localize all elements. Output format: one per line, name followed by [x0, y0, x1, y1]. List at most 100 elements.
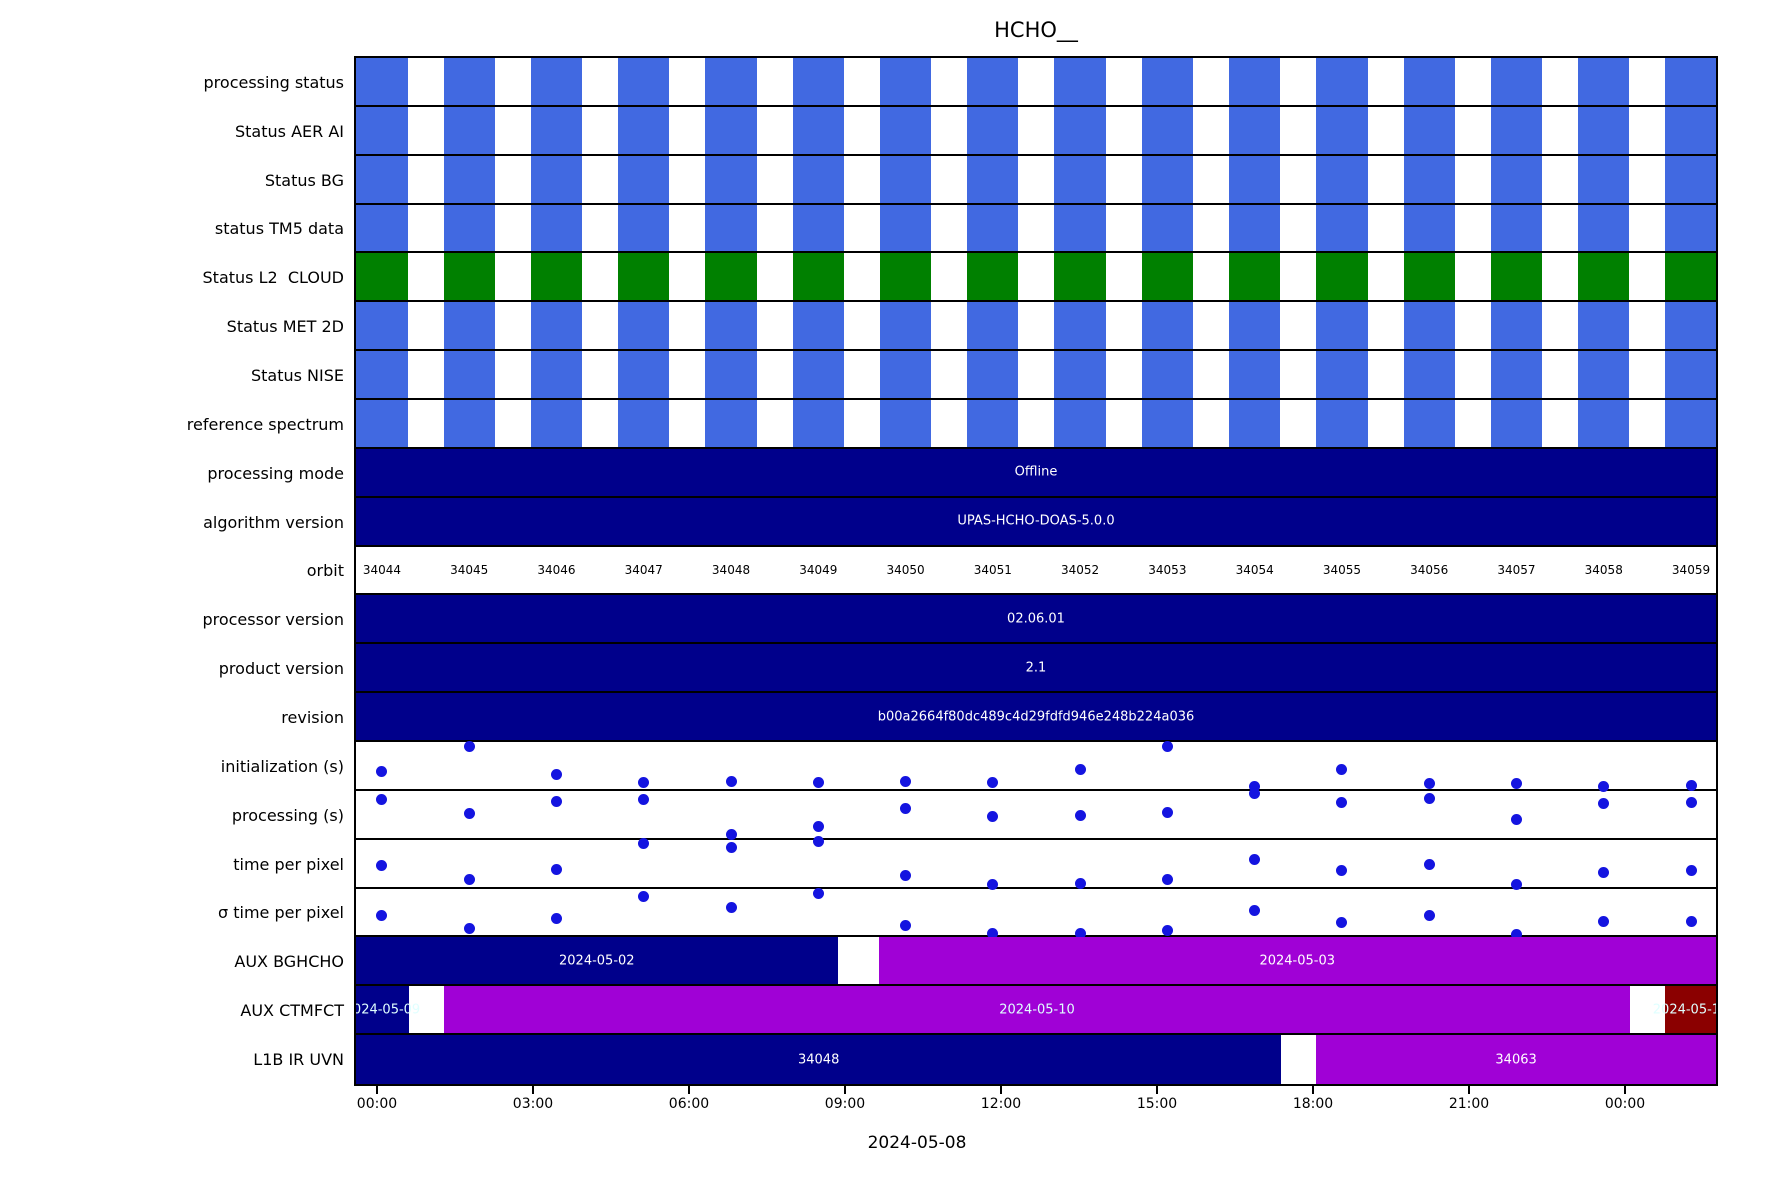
scatter-dot-time-per-pixel-orbit-5 — [812, 888, 824, 900]
x-tick-7 — [1468, 1086, 1470, 1094]
scatter-dot-time-per-pixel-orbit-13 — [1510, 878, 1522, 890]
x-tick-label-6: 18:00 — [1292, 1096, 1334, 1112]
status-bar-orbit-0 — [356, 155, 408, 203]
orbit-number-34055: 34055 — [1322, 562, 1362, 577]
scatter-dot-processing-s-orbit-0 — [376, 794, 388, 806]
scatter-dot-time-per-pixel-orbit-7 — [987, 927, 999, 939]
x-tick-label-3: 09:00 — [824, 1096, 866, 1112]
x-tick-0 — [375, 1086, 378, 1094]
row-label-processing-s: processing (s) — [231, 805, 344, 825]
scatter-dot-initialization-s-orbit-0 — [376, 765, 388, 777]
x-tick-label-8: 00:00 — [1604, 1096, 1646, 1112]
status-bar-orbit-3 — [618, 253, 670, 301]
status-bar-orbit-6 — [879, 58, 932, 105]
row-processor-version: 02.06.01 — [356, 595, 1716, 645]
status-bar-orbit-11 — [1316, 302, 1368, 350]
scatter-dot-initialization-s-orbit-8 — [1074, 764, 1086, 776]
row-aux-bghcho: 2024-05-02 2024-05-03 — [356, 937, 1716, 987]
status-bar-orbit-0 — [356, 58, 408, 105]
status-bar-orbit-1 — [443, 58, 495, 105]
status-bar-orbit-3 — [618, 204, 670, 252]
status-bar-orbit-14 — [1578, 106, 1630, 154]
status-bar-orbit-3 — [618, 351, 670, 398]
status-bar-orbit-1 — [443, 253, 495, 301]
status-bar-orbit-10 — [1229, 204, 1281, 252]
aux-ctmfct-segment-label-0: 2024-05-09 — [356, 1002, 421, 1018]
status-bar-orbit-9 — [1141, 106, 1194, 154]
processor-version-bar — [356, 595, 1716, 643]
scatter-dot-time-per-pixel-orbit-8 — [1074, 877, 1086, 889]
row-label-processor-version: processor version — [202, 610, 344, 630]
row-time-per-pixel — [356, 888, 1716, 940]
status-bar-orbit-2 — [530, 58, 583, 105]
scatter-dot-time-per-pixel-orbit-6 — [900, 869, 912, 881]
status-bar-orbit-11 — [1316, 400, 1368, 447]
status-bar-orbit-2 — [530, 204, 583, 252]
scatter-dot-initialization-s-orbit-12 — [1423, 777, 1435, 789]
scatter-dot-time-per-pixel-orbit-0 — [376, 860, 388, 872]
row-label-status-bg: Status BG — [264, 170, 344, 190]
status-bar-orbit-13 — [1490, 155, 1543, 203]
status-bar-orbit-15 — [1665, 400, 1716, 447]
scatter-dot-time-per-pixel-orbit-1 — [463, 874, 475, 886]
orbit-number-34046: 34046 — [537, 562, 576, 577]
status-bar-orbit-5 — [792, 400, 844, 447]
status-bar-orbit-0 — [356, 106, 408, 154]
row-label-status-aer-ai: Status AER AI — [235, 121, 344, 141]
status-bar-orbit-5 — [792, 106, 844, 154]
row-initialization-s — [356, 741, 1716, 793]
orbit-number-34053: 34053 — [1148, 562, 1187, 577]
x-tick-8 — [1624, 1086, 1626, 1094]
product-version-value: 2.1 — [1025, 660, 1047, 676]
row-label-reference-spectrum: reference spectrum — [186, 414, 344, 434]
processing-mode-bar — [356, 448, 1716, 496]
status-bar-orbit-7 — [967, 351, 1019, 398]
scatter-dot-processing-s-orbit-6 — [900, 803, 912, 815]
status-bar-orbit-2 — [530, 302, 583, 350]
status-bar-orbit-4 — [705, 58, 757, 105]
l1b-ir-uvn-segment-0 — [356, 1035, 1282, 1084]
status-bar-orbit-3 — [618, 155, 670, 203]
x-tick-label-4: 12:00 — [980, 1096, 1022, 1112]
x-tick-label-5: 15:00 — [1136, 1096, 1178, 1112]
scatter-dot-time-per-pixel-orbit-0 — [376, 910, 388, 922]
status-bar-orbit-6 — [879, 155, 932, 203]
status-bar-orbit-4 — [705, 400, 757, 447]
status-bar-orbit-10 — [1229, 302, 1281, 350]
status-bar-orbit-0 — [356, 302, 408, 350]
orbit-number-34052: 34052 — [1061, 562, 1100, 577]
row-status-l2-cloud — [356, 253, 1716, 303]
status-bar-orbit-12 — [1403, 106, 1455, 154]
row-label-status-nise: Status NISE — [250, 366, 344, 386]
scatter-dot-time-per-pixel-orbit-10 — [1249, 905, 1261, 917]
status-bar-orbit-8 — [1054, 58, 1106, 105]
scatter-dot-time-per-pixel-orbit-8 — [1074, 927, 1086, 939]
row-label-status-tm5-data: status TM5 data — [214, 219, 344, 239]
status-bar-orbit-9 — [1141, 58, 1194, 105]
status-bar-orbit-9 — [1141, 253, 1194, 301]
status-bar-orbit-12 — [1403, 400, 1455, 447]
orbit-number-34050: 34050 — [886, 562, 925, 577]
aux-bghcho-segment-0 — [356, 937, 838, 985]
scatter-dot-time-per-pixel-orbit-6 — [900, 919, 912, 931]
status-bar-orbit-8 — [1054, 400, 1106, 447]
status-bar-orbit-4 — [705, 106, 757, 154]
scatter-dot-initialization-s-orbit-5 — [812, 776, 824, 788]
status-bar-orbit-0 — [356, 400, 408, 447]
scatter-dot-processing-s-orbit-12 — [1423, 792, 1435, 804]
status-bar-orbit-8 — [1054, 106, 1106, 154]
scatter-dot-time-per-pixel-orbit-3 — [638, 837, 650, 849]
status-bar-orbit-1 — [443, 155, 495, 203]
status-bar-orbit-14 — [1578, 155, 1630, 203]
status-bar-orbit-15 — [1665, 58, 1716, 105]
x-tick-label-7: 21:00 — [1448, 1096, 1490, 1112]
status-bar-orbit-14 — [1578, 58, 1630, 105]
row-label-time-per-pixel: time per pixel — [233, 854, 344, 874]
row-label-processing-status: processing status — [203, 72, 344, 92]
status-bar-orbit-5 — [792, 351, 844, 398]
l1b-ir-uvn-segment-label-1: 34063 — [1495, 1052, 1537, 1068]
row-label-algorithm-version: algorithm version — [203, 512, 344, 532]
aux-ctmfct-segment-label-2: 2024-05-11 — [1652, 1002, 1716, 1018]
orbit-number-34057: 34057 — [1497, 562, 1536, 577]
status-bar-orbit-13 — [1490, 400, 1543, 447]
